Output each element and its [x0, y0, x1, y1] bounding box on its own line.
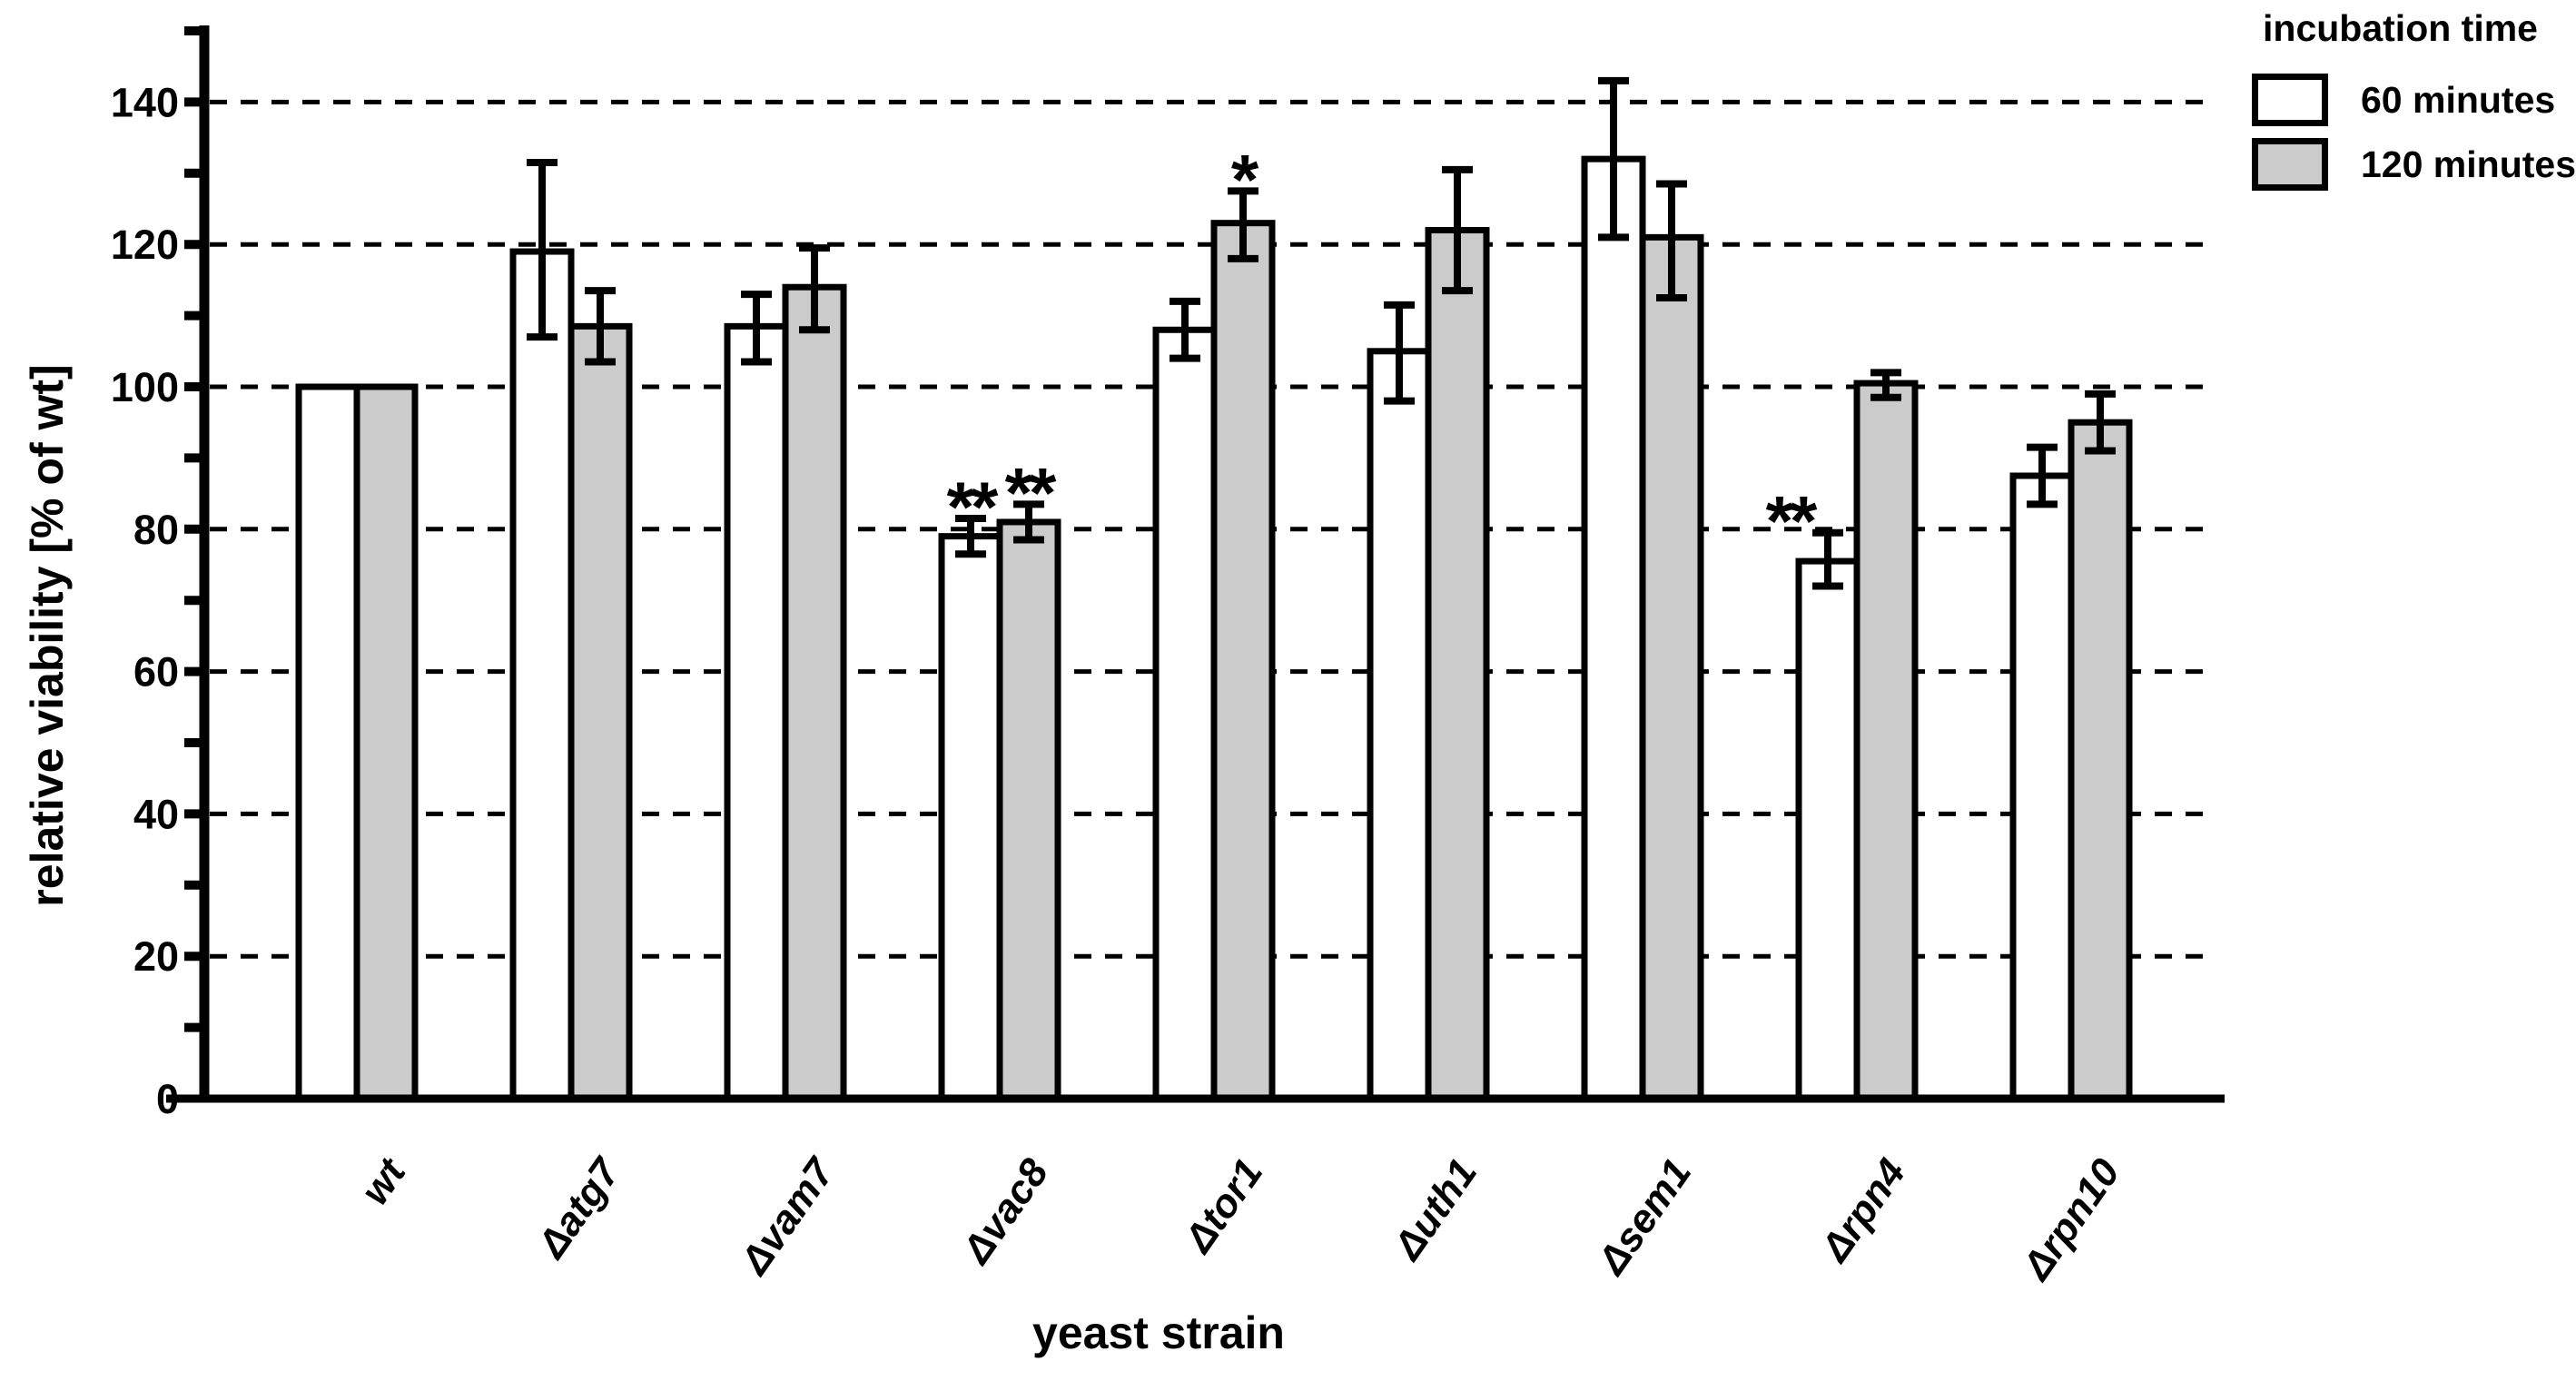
x-category-label-wt: wt	[352, 1149, 416, 1213]
x-category-label-Δtor1: Δtor1	[1175, 1151, 1271, 1262]
legend-label-120-minutes: 120 minutes	[2361, 143, 2576, 185]
bar-Δvac8-120 minutes	[996, 518, 1061, 1102]
y-tick-label-100: 100	[111, 364, 179, 410]
bar-Δatg7-60 minutes	[509, 248, 575, 1102]
x-category-label-Δrpn10: Δrpn10	[2013, 1150, 2128, 1289]
bar-Δrpn10-120 minutes	[2068, 419, 2133, 1102]
y-tick-label-120: 120	[111, 222, 179, 268]
x-category-label-Δuth1: Δuth1	[1385, 1151, 1486, 1269]
x-axis-title: yeast strain	[1032, 1307, 1285, 1358]
legend: incubation time 60 minutes 120 minutes	[2226, 7, 2576, 202]
y-axis-title: relative viability [% of wt]	[22, 364, 73, 907]
bar-wt-60 minutes	[295, 383, 360, 1102]
bar-Δtor1-60 minutes	[1152, 326, 1218, 1102]
significance-marker-Δtor1-120 minutes: *	[1231, 139, 1259, 219]
bar-Δvac8-60 minutes	[938, 533, 1003, 1102]
significance-marker-Δrpn4-60 minutes: **	[1766, 481, 1818, 561]
bar-wt-120 minutes	[353, 383, 419, 1102]
legend-item-120-minutes: 120 minutes	[2226, 138, 2576, 191]
x-category-label-Δrpn4: Δrpn4	[1811, 1151, 1914, 1271]
y-tick-label-140: 140	[111, 79, 179, 125]
x-category-label-Δvac8: Δvac8	[953, 1150, 1058, 1273]
bar-Δvam7-120 minutes	[782, 283, 847, 1102]
bar-Δtor1-120 minutes	[1210, 220, 1276, 1102]
y-tick-label-40: 40	[133, 791, 179, 837]
bar-Δuth1-60 minutes	[1367, 348, 1432, 1102]
legend-label-60-minutes: 60 minutes	[2361, 78, 2556, 121]
legend-swatch-120-minutes	[2252, 138, 2328, 191]
x-category-label-Δvam7: Δvam7	[731, 1149, 844, 1284]
bar-Δatg7-120 minutes	[568, 322, 633, 1102]
y-tick-label-20: 20	[133, 933, 179, 980]
x-category-label-Δatg7: Δatg7	[528, 1149, 630, 1268]
legend-swatch-60-minutes	[2252, 74, 2328, 126]
bar-Δrpn4-120 minutes	[1853, 380, 1919, 1102]
x-category-label-Δsem1: Δsem1	[1588, 1151, 1700, 1284]
legend-item-60-minutes: 60 minutes	[2226, 74, 2574, 126]
y-tick-label-60: 60	[133, 649, 179, 695]
bar-Δsem1-60 minutes	[1581, 155, 1646, 1102]
legend-title: incubation time	[2263, 7, 2538, 49]
bar-Δsem1-120 minutes	[1639, 233, 1704, 1102]
bar-Δvam7-60 minutes	[724, 322, 789, 1102]
bar-Δrpn4-60 minutes	[1795, 557, 1860, 1102]
y-tick-label-0: 0	[156, 1076, 179, 1122]
y-tick-label-80: 80	[133, 507, 179, 553]
significance-marker-Δvac8-120 minutes: **	[1005, 452, 1057, 532]
bar-Δrpn10-60 minutes	[2009, 472, 2075, 1102]
significance-marker-Δvac8-60 minutes: **	[947, 467, 999, 547]
bar-Δuth1-120 minutes	[1425, 227, 1490, 1102]
